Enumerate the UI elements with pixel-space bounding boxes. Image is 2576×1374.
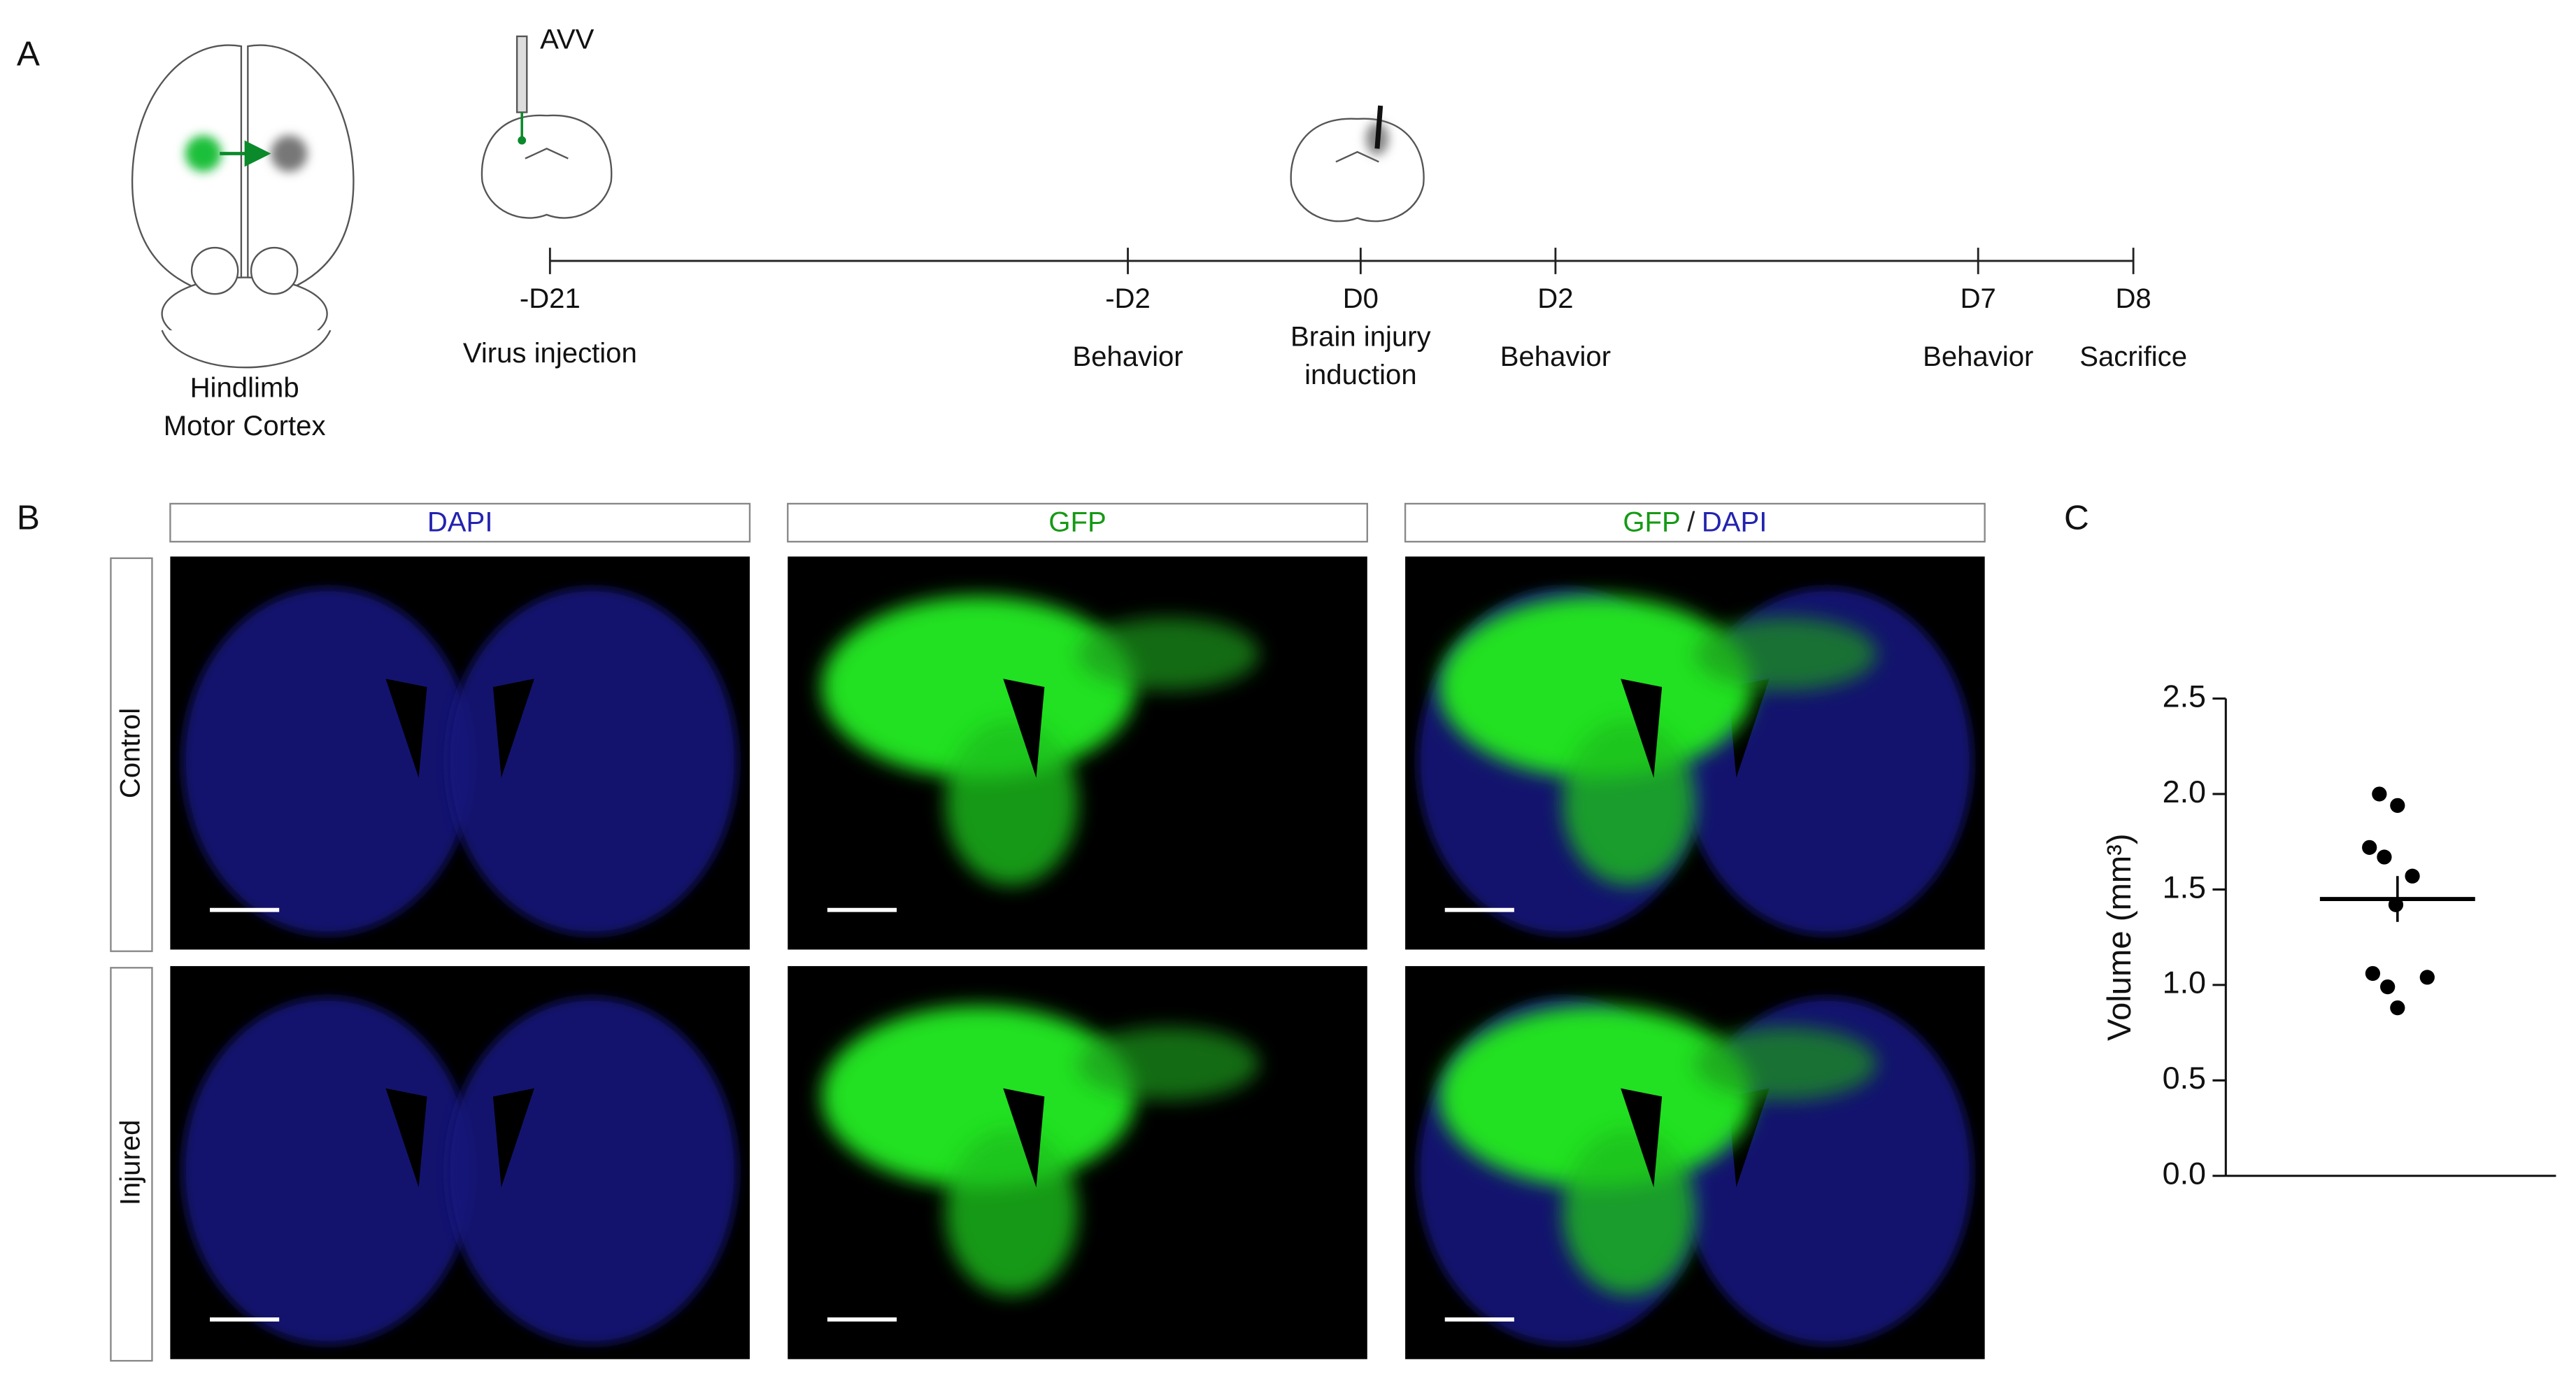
data-point [2377,849,2392,865]
timeline-day: D7 [1961,283,1996,314]
gfp-signal [945,720,1078,886]
gfp-signal [1695,617,1877,690]
timeline-day: -D21 [520,283,581,314]
column-header-box [787,502,1368,543]
timeline-day: D8 [2115,283,2151,314]
data-point [2419,970,2435,985]
timeline-event: Brain injury [1290,321,1431,353]
brain-label: Motor Cortex [164,410,326,441]
data-point [2390,798,2405,813]
brain-label: Hindlimb [190,372,299,404]
brain-sketch [131,44,355,369]
ventricle [385,1088,534,1188]
panel-c: 0.0 0.5 1.0 1.5 2.0 2.5 Volume (mm³) [2101,678,2556,1191]
row-header: Control [115,708,146,798]
data-point [2362,840,2377,855]
header-part: GFP [1623,506,1680,537]
y-tick-label: 0.5 [2163,1060,2206,1096]
y-tick-label: 2.5 [2163,678,2206,714]
data-point [2405,868,2420,884]
data-point [2372,786,2387,802]
panel-label: A [17,34,40,73]
column-header: DAPI [427,506,493,537]
gfp-signal [821,1005,1136,1188]
tissue [183,588,474,935]
row-header-box [110,557,153,952]
timeline-event: Sacrifice [2079,341,2187,372]
header-part: GFP [1048,506,1106,537]
ventricle [1621,1088,1663,1188]
y-tick-label: 1.5 [2163,869,2206,905]
ventricle [1003,1088,1045,1188]
column-header-box [1404,502,1986,543]
timeline-day: -D2 [1105,283,1151,314]
gfp-signal [1695,1027,1877,1100]
row-header: Injured [115,1120,146,1206]
panel-label: B [17,498,40,537]
header-part: DAPI [427,506,493,537]
tissue [446,997,738,1345]
timeline-day: D2 [1537,283,1573,314]
data-point [2365,965,2381,982]
tissue [446,588,738,935]
timeline-event: Behavior [1923,341,2033,372]
timeline-event: Behavior [1072,341,1183,372]
gfp-signal [821,596,1136,778]
gfp-signal [1439,1005,1753,1188]
timeline-day: D0 [1343,283,1379,314]
y-tick-label: 0.0 [2163,1156,2206,1191]
data-point [2380,979,2396,995]
gfp-signal [1439,596,1753,778]
timeline-event: Virus injection [463,337,637,369]
y-tick-label: 2.0 [2163,774,2206,809]
ventricle [385,679,534,778]
gfp-signal [1563,1129,1695,1295]
data-point [2390,1000,2405,1016]
ventricle [1003,679,1045,778]
gfp-signal [1077,617,1260,690]
row-header-box [110,967,153,1362]
y-axis-label: Volume (mm³) [2101,833,2138,1040]
column-header-box [169,502,751,543]
syringe-label: AVV [540,24,595,55]
gfp-signal [1077,1027,1260,1100]
y-tick-label: 1.0 [2163,965,2206,1000]
tissue [183,997,474,1345]
gfp-signal [1563,720,1695,886]
timeline-event: Behavior [1500,341,1611,372]
gfp-signal [945,1129,1078,1295]
panel-label: C [2064,498,2089,537]
timeline-event: induction [1304,359,1417,390]
ventricle [1621,679,1663,778]
column-header: GFP [1048,506,1106,537]
header-part: / [1687,506,1695,537]
column-header: GFP / DAPI [1623,506,1767,537]
coronal-sketch [481,35,1425,222]
header-part: DAPI [1702,506,1767,537]
